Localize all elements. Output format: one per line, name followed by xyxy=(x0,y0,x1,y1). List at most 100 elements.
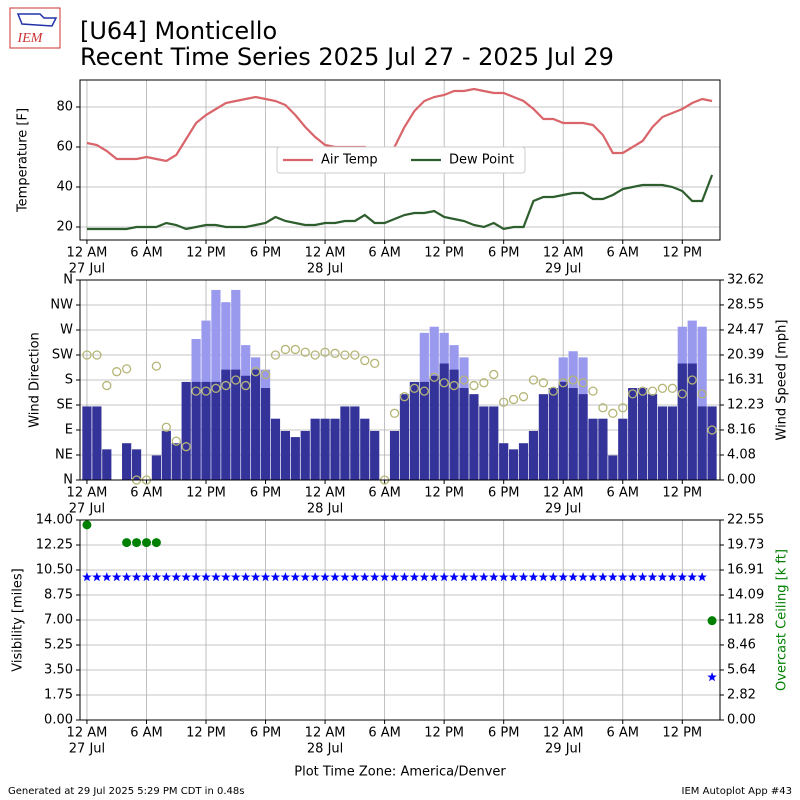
speed-bar xyxy=(211,381,221,480)
visibility-point xyxy=(260,572,271,582)
x-tick-label: 6 AM xyxy=(130,486,163,501)
direction-point xyxy=(439,378,449,388)
direction-point xyxy=(419,386,429,396)
x-tick-label: 12 PM xyxy=(186,726,226,741)
direction-point xyxy=(479,378,489,388)
speed-bar xyxy=(270,418,281,480)
speed-bar xyxy=(499,443,509,480)
speed-bar xyxy=(201,381,211,480)
plot-frame xyxy=(79,79,721,241)
ceiling-point xyxy=(141,538,151,548)
x-tick-label: 6 AM xyxy=(368,726,401,741)
x-tick-label: 12 AM xyxy=(305,486,346,501)
visibility-point xyxy=(240,572,251,582)
visibility-point xyxy=(141,572,152,582)
y-tick-label: SW xyxy=(52,348,73,363)
visibility-point xyxy=(608,572,618,582)
direction-point xyxy=(181,442,191,452)
x-tick-label: 6 AM xyxy=(368,486,401,501)
y2-tick-label: 14.09 xyxy=(727,588,764,603)
x-date-label: 29 Jul xyxy=(545,742,581,757)
direction-point xyxy=(270,350,281,360)
visibility-point xyxy=(459,572,469,582)
y-tick-label: W xyxy=(60,323,73,338)
visibility-point xyxy=(310,572,320,582)
y2-tick-label: 4.08 xyxy=(727,447,756,462)
y2-tick-label: 0.00 xyxy=(727,713,756,728)
x-date-label: 29 Jul xyxy=(545,502,581,517)
direction-point xyxy=(82,350,92,360)
direction-point xyxy=(499,397,509,407)
direction-point xyxy=(598,403,608,413)
visibility-point xyxy=(171,572,181,582)
logo-shape xyxy=(16,13,58,27)
direction-point xyxy=(508,394,519,405)
visibility-point xyxy=(350,572,360,582)
visibility-point xyxy=(300,572,310,582)
speed-bar xyxy=(330,418,340,480)
direction-point xyxy=(528,375,539,385)
x-tick-label: 6 PM xyxy=(250,246,281,261)
direction-point xyxy=(657,383,668,393)
x-tick-label: 12 PM xyxy=(186,486,226,501)
y-tick-label: 5.25 xyxy=(44,638,73,653)
y2-tick-label: 28.55 xyxy=(727,297,764,312)
panel: 12 AM 6 AM 12 PM 6 PM 12 AM 6 AM 12 PM 6 PM 12 A… xyxy=(28,273,790,517)
x-date-label: 27 Jul xyxy=(69,262,105,277)
visibility-point xyxy=(201,572,211,582)
speed-bar xyxy=(102,449,112,480)
visibility-point xyxy=(598,572,608,582)
visibility-point xyxy=(657,572,668,582)
x-tick-label: 12 PM xyxy=(662,726,702,741)
ceiling-point xyxy=(707,616,717,626)
direction-point xyxy=(459,375,469,385)
direction-point xyxy=(241,380,251,391)
legend-label: Dew Point xyxy=(449,153,514,168)
visibility-point xyxy=(479,572,489,582)
speed-bar xyxy=(588,418,598,480)
chart-title: [U64] Monticello xyxy=(80,17,277,45)
visibility-point xyxy=(588,572,598,582)
visibility-point xyxy=(419,572,430,582)
y-axis-label: Wind Direction xyxy=(28,332,43,428)
visibility-point xyxy=(707,672,717,682)
x-tick-label: 6 AM xyxy=(607,486,640,501)
direction-point xyxy=(211,383,221,393)
visibility-point xyxy=(439,572,449,582)
plot-frame xyxy=(79,279,721,481)
direction-point xyxy=(92,350,102,360)
speed-bar xyxy=(608,455,618,480)
speed-bar xyxy=(618,418,628,480)
direction-point xyxy=(121,364,132,374)
y2-axis-label: Wind Speed [mph] xyxy=(775,320,790,441)
x-tick-label: 6 PM xyxy=(250,486,281,501)
visibility-point xyxy=(161,572,172,582)
y-axis-label: Visibility [miles] xyxy=(11,568,26,671)
y2-tick-label: 32.62 xyxy=(727,273,764,288)
speed-bar xyxy=(340,406,350,480)
y-tick-label: 80 xyxy=(56,100,73,115)
y2-tick-label: 24.47 xyxy=(727,322,764,337)
visibility-point xyxy=(389,572,400,582)
speed-bar xyxy=(171,443,181,480)
visibility-point xyxy=(409,572,420,582)
speed-bar xyxy=(528,430,539,480)
speed-bar xyxy=(191,381,201,480)
direction-point xyxy=(637,386,648,396)
speed-bar xyxy=(221,369,231,480)
speed-bar xyxy=(280,430,290,480)
speed-bar xyxy=(638,388,648,480)
logo-text: IEM xyxy=(17,31,44,46)
x-tick-label: 12 PM xyxy=(424,246,464,261)
direction-point xyxy=(647,386,658,396)
speed-bar xyxy=(568,388,578,480)
panel: 12 AM 6 AM 12 PM 6 PM 12 AM 6 AM 12 PM 6 PM 12 A… xyxy=(11,513,790,757)
direction-point xyxy=(350,350,360,360)
speed-bar xyxy=(360,418,370,480)
speed-bar xyxy=(251,369,261,480)
ceiling-point xyxy=(122,538,132,548)
visibility-point xyxy=(508,572,519,582)
x-tick-label: 12 PM xyxy=(424,486,464,501)
direction-point xyxy=(558,378,568,388)
visibility-point xyxy=(231,572,241,582)
